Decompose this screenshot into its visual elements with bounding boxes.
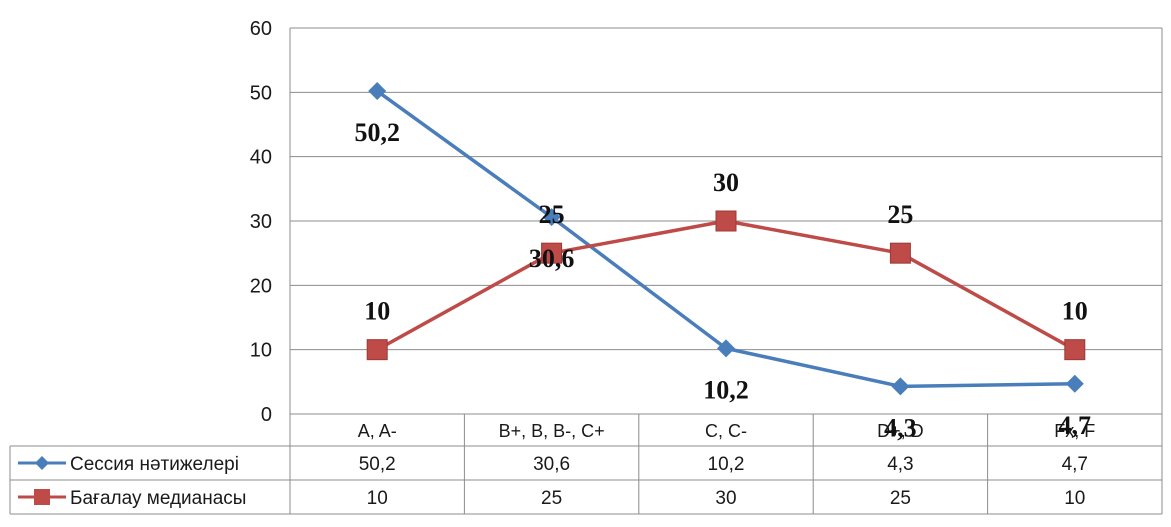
series-layer <box>366 82 1086 396</box>
x-category-label: Fx, F <box>1054 421 1095 441</box>
legend-marker-diamond <box>35 456 49 470</box>
table-cell-value: 25 <box>541 488 562 509</box>
y-tick-label: 50 <box>250 82 272 104</box>
table-cell-value: 4,7 <box>1062 454 1088 475</box>
legend-marker-square <box>34 489 50 505</box>
x-category-label: A, A- <box>358 421 397 441</box>
data-point-diamond <box>368 82 387 101</box>
y-tick-label: 10 <box>250 340 272 362</box>
data-point-diamond <box>891 377 910 396</box>
data-point-square <box>889 242 911 264</box>
x-category-label: B+, B, B-, C+ <box>499 421 605 441</box>
table-cell-value: 50,2 <box>359 454 396 475</box>
data-point-diamond <box>717 339 735 358</box>
y-tick-label: 0 <box>261 404 272 426</box>
table-cell-value: 10 <box>367 488 388 509</box>
data-point-square <box>715 210 737 232</box>
data-labels: 50,2 30,6 10,2 4,3 4,7 10 25 30 25 10 <box>354 118 1091 442</box>
table-cell-value: 25 <box>890 488 911 509</box>
data-point-square <box>366 339 388 361</box>
data-label: 25 <box>887 200 913 229</box>
data-label: 10,2 <box>703 375 749 404</box>
y-tick-label: 20 <box>250 275 272 297</box>
y-tick-label: 60 <box>250 18 272 40</box>
data-table: A, A- B+, B, B-, C+ C, C- D+, D Fx, F Сессия … <box>9 413 1162 515</box>
data-label: 30,6 <box>529 244 575 273</box>
data-point-diamond <box>542 208 561 227</box>
data-label: 10 <box>364 297 390 326</box>
y-axis-ticks: 0 10 20 30 40 50 60 <box>250 18 272 426</box>
data-label: 50,2 <box>354 118 400 147</box>
legend-series-name: Бағалау медианасы <box>70 488 246 509</box>
data-label: 4,7 <box>1059 411 1092 440</box>
data-label: 25 <box>539 200 565 229</box>
data-label: 10 <box>1062 297 1088 326</box>
data-point-diamond <box>1065 374 1084 393</box>
y-tick-label: 40 <box>250 147 272 169</box>
legend-series-name: Сессия нәтижелері <box>70 454 239 475</box>
table-cell-value: 30,6 <box>533 454 570 475</box>
data-point-square <box>1064 339 1086 361</box>
x-category-label: C, C- <box>705 421 747 441</box>
grid-layer <box>289 27 1163 514</box>
table-cell-value: 4,3 <box>887 454 913 475</box>
table-cell-value: 30 <box>715 488 736 509</box>
x-category-label: D+, D <box>877 421 924 441</box>
data-label: 4,3 <box>884 413 917 442</box>
table-cell-value: 10,2 <box>708 454 745 475</box>
data-label: 30 <box>713 168 739 197</box>
y-tick-label: 30 <box>250 211 272 233</box>
data-point-square <box>541 242 563 264</box>
table-cell-value: 10 <box>1064 488 1085 509</box>
